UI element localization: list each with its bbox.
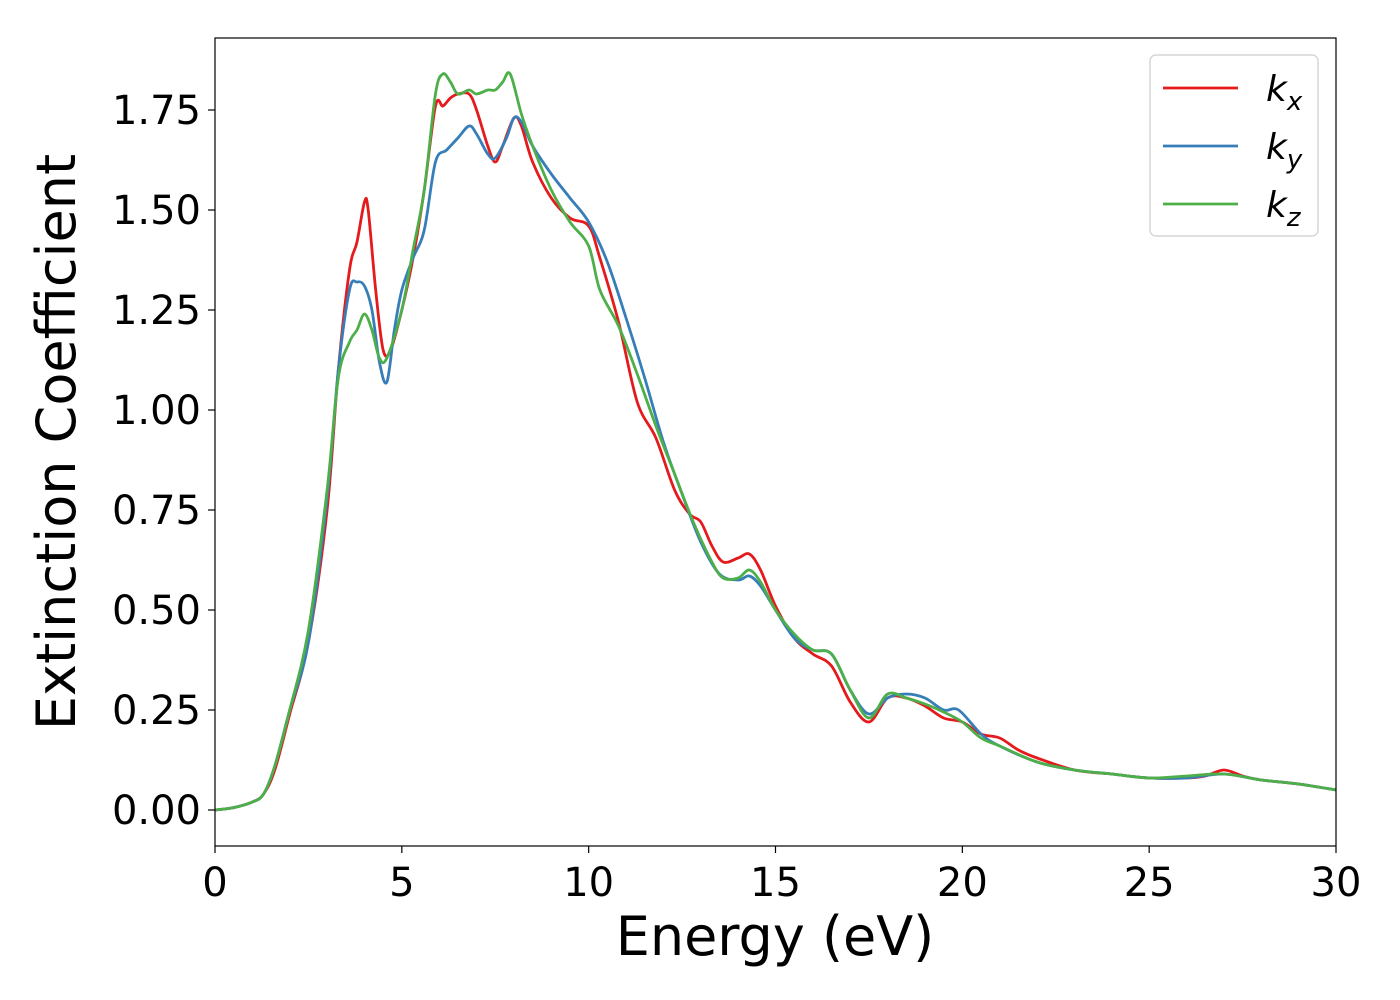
legend-label: kz [1266,185,1302,233]
plot-background [215,38,1336,846]
legend-item-k-x: kx [1163,69,1303,117]
x-tick-label: 15 [750,860,801,906]
series-layer [214,71,1337,812]
y-axis: 0.00 0.25 0.50 0.75 1.00 1.25 1.50 1.75 [112,88,215,834]
legend-label: kx [1266,69,1303,117]
y-axis-title: Extinction Coefficient [25,154,88,730]
x-axis: 0 5 10 15 20 25 30 [202,846,1361,906]
x-tick-label: 10 [563,860,614,906]
y-tick-label: 1.50 [112,188,201,234]
y-tick-label: 0.75 [112,488,201,534]
legend-item-k-y: ky [1163,127,1303,175]
y-tick-label: 1.75 [112,88,201,134]
series-line-k-y [214,115,1337,812]
x-tick-label: 25 [1124,860,1175,906]
x-tick-label: 0 [202,860,227,906]
x-tick-label: 5 [389,860,414,906]
series-line-k-z [214,71,1337,812]
legend-label: ky [1266,127,1303,175]
series-line-k-x [214,91,1337,812]
y-tick-label: 0.00 [112,788,201,834]
legend-item-k-z: kz [1163,185,1302,233]
x-axis-title: Energy (eV) [616,905,935,968]
x-tick-label: 20 [937,860,988,906]
y-tick-label: 0.50 [112,588,201,634]
y-tick-label: 1.25 [112,288,201,334]
x-tick-label: 30 [1311,860,1362,906]
y-tick-label: 0.25 [112,688,201,734]
legend: kx ky kz [1149,54,1319,237]
y-tick-label: 1.00 [112,388,201,434]
